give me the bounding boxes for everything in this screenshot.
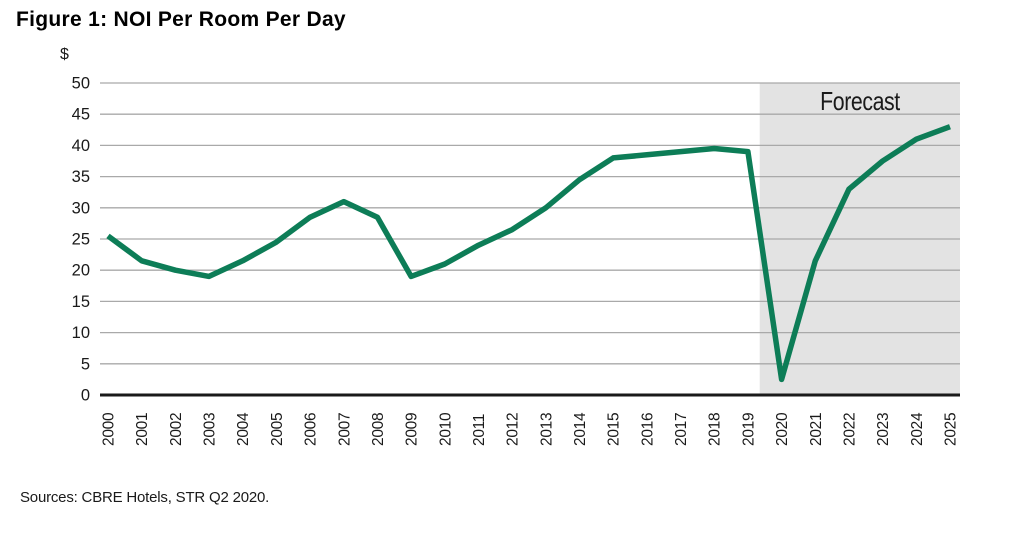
y-axis-unit-label: $ [60, 46, 69, 63]
source-note: Sources: CBRE Hotels, STR Q2 2020. [20, 489, 270, 506]
x-tick-label: 2006 [303, 413, 320, 446]
y-tick-label: 0 [81, 387, 90, 405]
x-tick-label: 2007 [336, 413, 353, 446]
y-tick-label: 5 [81, 355, 90, 373]
x-tick-label: 2009 [404, 413, 421, 446]
x-tick-label: 2019 [740, 413, 757, 446]
x-tick-label: 2017 [673, 413, 690, 446]
x-tick-label: 2004 [235, 412, 252, 446]
figure-title: Figure 1: NOI Per Room Per Day [16, 8, 346, 31]
y-tick-label: 10 [72, 324, 90, 342]
x-tick-label: 2000 [101, 412, 118, 446]
x-tick-label: 2005 [269, 413, 286, 446]
x-tick-label: 2012 [505, 413, 522, 446]
x-tick-label: 2014 [572, 412, 589, 446]
x-tick-label: 2015 [606, 413, 623, 446]
x-tick-label: 2003 [202, 413, 219, 446]
x-tick-label: 2016 [639, 413, 656, 446]
x-tick-label: 2018 [707, 413, 724, 446]
x-tick-label: 2011 [471, 414, 488, 446]
forecast-region-label: Forecast [820, 86, 900, 116]
x-tick-label: 2025 [943, 413, 960, 446]
y-tick-label: 25 [72, 231, 90, 249]
x-tick-label: 2002 [168, 413, 185, 446]
noi-data-line [106, 124, 951, 383]
y-tick-label: 35 [72, 168, 90, 186]
x-tick-label: 2008 [370, 413, 387, 446]
y-tick-label: 15 [72, 293, 90, 311]
y-tick-label: 20 [72, 262, 90, 280]
x-tick-label: 2024 [909, 412, 926, 446]
x-tick-label: 2001 [134, 413, 151, 446]
x-tick-label: 2013 [538, 413, 555, 446]
y-tick-label: 50 [72, 75, 90, 93]
y-tick-label: 30 [72, 199, 90, 217]
x-tick-label: 2010 [437, 412, 454, 446]
x-tick-label: 2021 [808, 413, 825, 446]
x-tick-label: 2022 [841, 413, 858, 446]
x-tick-label: 2020 [774, 412, 791, 446]
x-tick-label: 2023 [875, 413, 892, 446]
y-tick-label: 45 [72, 106, 90, 124]
y-tick-label: 40 [72, 137, 90, 155]
